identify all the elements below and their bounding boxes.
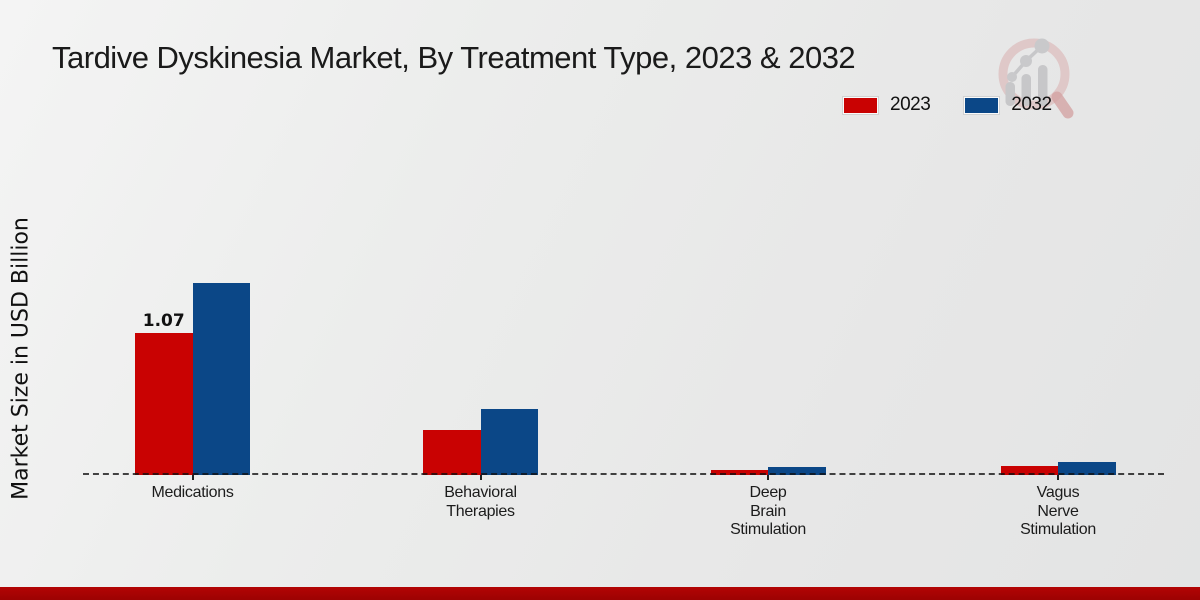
legend-label-2023: 2023 — [890, 94, 931, 115]
x-axis-tick — [191, 475, 194, 480]
x-axis-category-label: Vagus Nerve Stimulation — [1020, 484, 1096, 538]
chart-title: Tardive Dyskinesia Market, By Treatment … — [52, 40, 856, 75]
footer-accent-bar — [0, 587, 1200, 600]
bar-2023-behavioral-therapies — [423, 429, 481, 475]
bar-2032-deep-brain-stimulation — [768, 467, 826, 475]
legend-swatch-2032 — [964, 96, 1000, 114]
x-axis-baseline — [83, 473, 1164, 475]
x-axis-tick — [767, 475, 769, 480]
magnifier-bar-trend-logo-icon — [998, 38, 1074, 119]
bar-2032-vagus-nerve-stimulation — [1058, 461, 1116, 475]
legend-item-2023: 2023 — [843, 94, 931, 116]
bar-2023-vagus-nerve-stimulation — [1000, 465, 1058, 475]
x-axis-category-label: Deep Brain Stimulation — [730, 484, 806, 538]
legend-swatch-2023 — [843, 96, 878, 114]
legend-label-2032: 2032 — [1011, 94, 1052, 115]
bar-value-label: 1.07 — [142, 311, 185, 332]
legend-item-2032: 2032 — [964, 94, 1052, 116]
bar-2032-behavioral-therapies — [480, 408, 538, 475]
x-axis-tick — [479, 475, 482, 480]
x-axis-category-label: Behavioral Therapies — [444, 484, 517, 520]
x-axis-tick — [1057, 475, 1059, 480]
bar-2032-medications — [192, 282, 250, 475]
bar-2023-medications — [135, 333, 193, 475]
bar-2023-deep-brain-stimulation — [710, 469, 768, 475]
legend: 2023 2032 — [843, 94, 1052, 116]
x-axis-category-label: Medications — [151, 484, 234, 501]
